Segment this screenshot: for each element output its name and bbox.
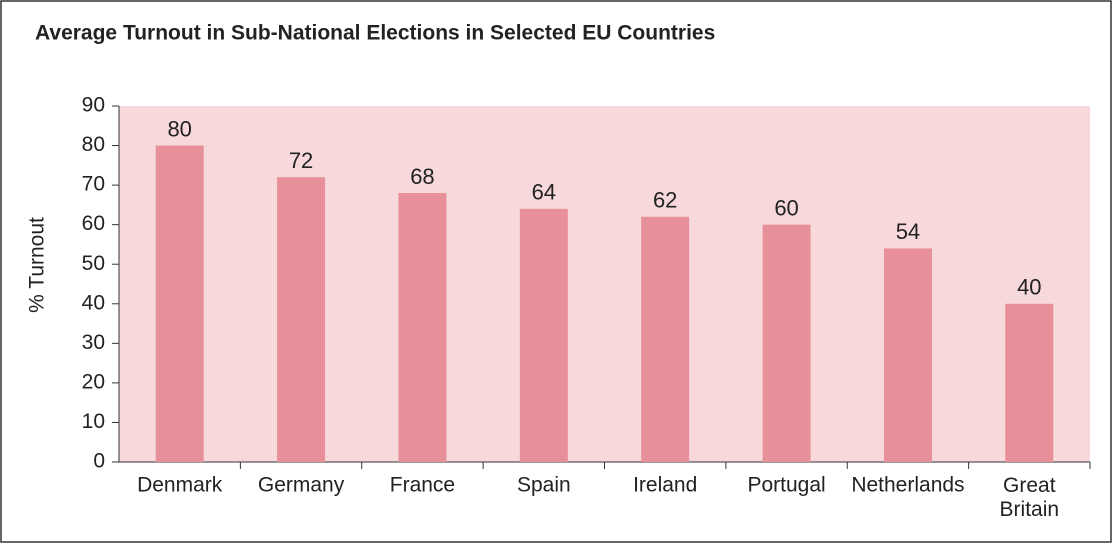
x-tick-label: Germany [258, 474, 345, 497]
y-tick-label: 10 [82, 410, 105, 433]
bar [398, 193, 447, 462]
plot-area [119, 106, 1090, 462]
x-tick-label: Netherlands [851, 474, 964, 497]
value-label: 60 [774, 195, 798, 220]
value-label: 80 [167, 116, 191, 141]
y-tick-label: 60 [82, 212, 105, 235]
y-axis-label: % Turnout [26, 217, 49, 313]
chart-title: Average Turnout in Sub-National Election… [35, 22, 715, 45]
bar [155, 145, 204, 463]
x-tick-label: Denmark [137, 474, 223, 497]
x-tick-label: France [390, 474, 455, 497]
bar [641, 216, 690, 462]
value-label: 68 [410, 164, 434, 189]
x-tick-label: Portugal [747, 474, 825, 497]
y-tick-label: 40 [82, 291, 105, 314]
bar [1005, 303, 1054, 462]
y-tick-label: 20 [82, 370, 105, 393]
y-tick-label: 30 [82, 331, 105, 354]
y-tick-label: 70 [82, 173, 105, 196]
value-label: 40 [1017, 275, 1041, 300]
y-tick-label: 90 [82, 94, 105, 117]
y-tick-label: 50 [82, 252, 105, 275]
y-tick-label: 0 [93, 450, 105, 473]
x-tick-label: Great Britain [1000, 474, 1060, 521]
bar [519, 208, 568, 462]
bar [277, 177, 326, 462]
x-tick-label: Ireland [633, 474, 697, 497]
value-label: 62 [653, 188, 677, 213]
value-label: 64 [532, 180, 556, 205]
value-label: 72 [289, 148, 313, 173]
y-tick-label: 80 [82, 133, 105, 156]
x-tick-label: Spain [517, 474, 571, 497]
bar [883, 248, 932, 462]
bar [762, 224, 811, 462]
value-label: 54 [896, 219, 920, 244]
